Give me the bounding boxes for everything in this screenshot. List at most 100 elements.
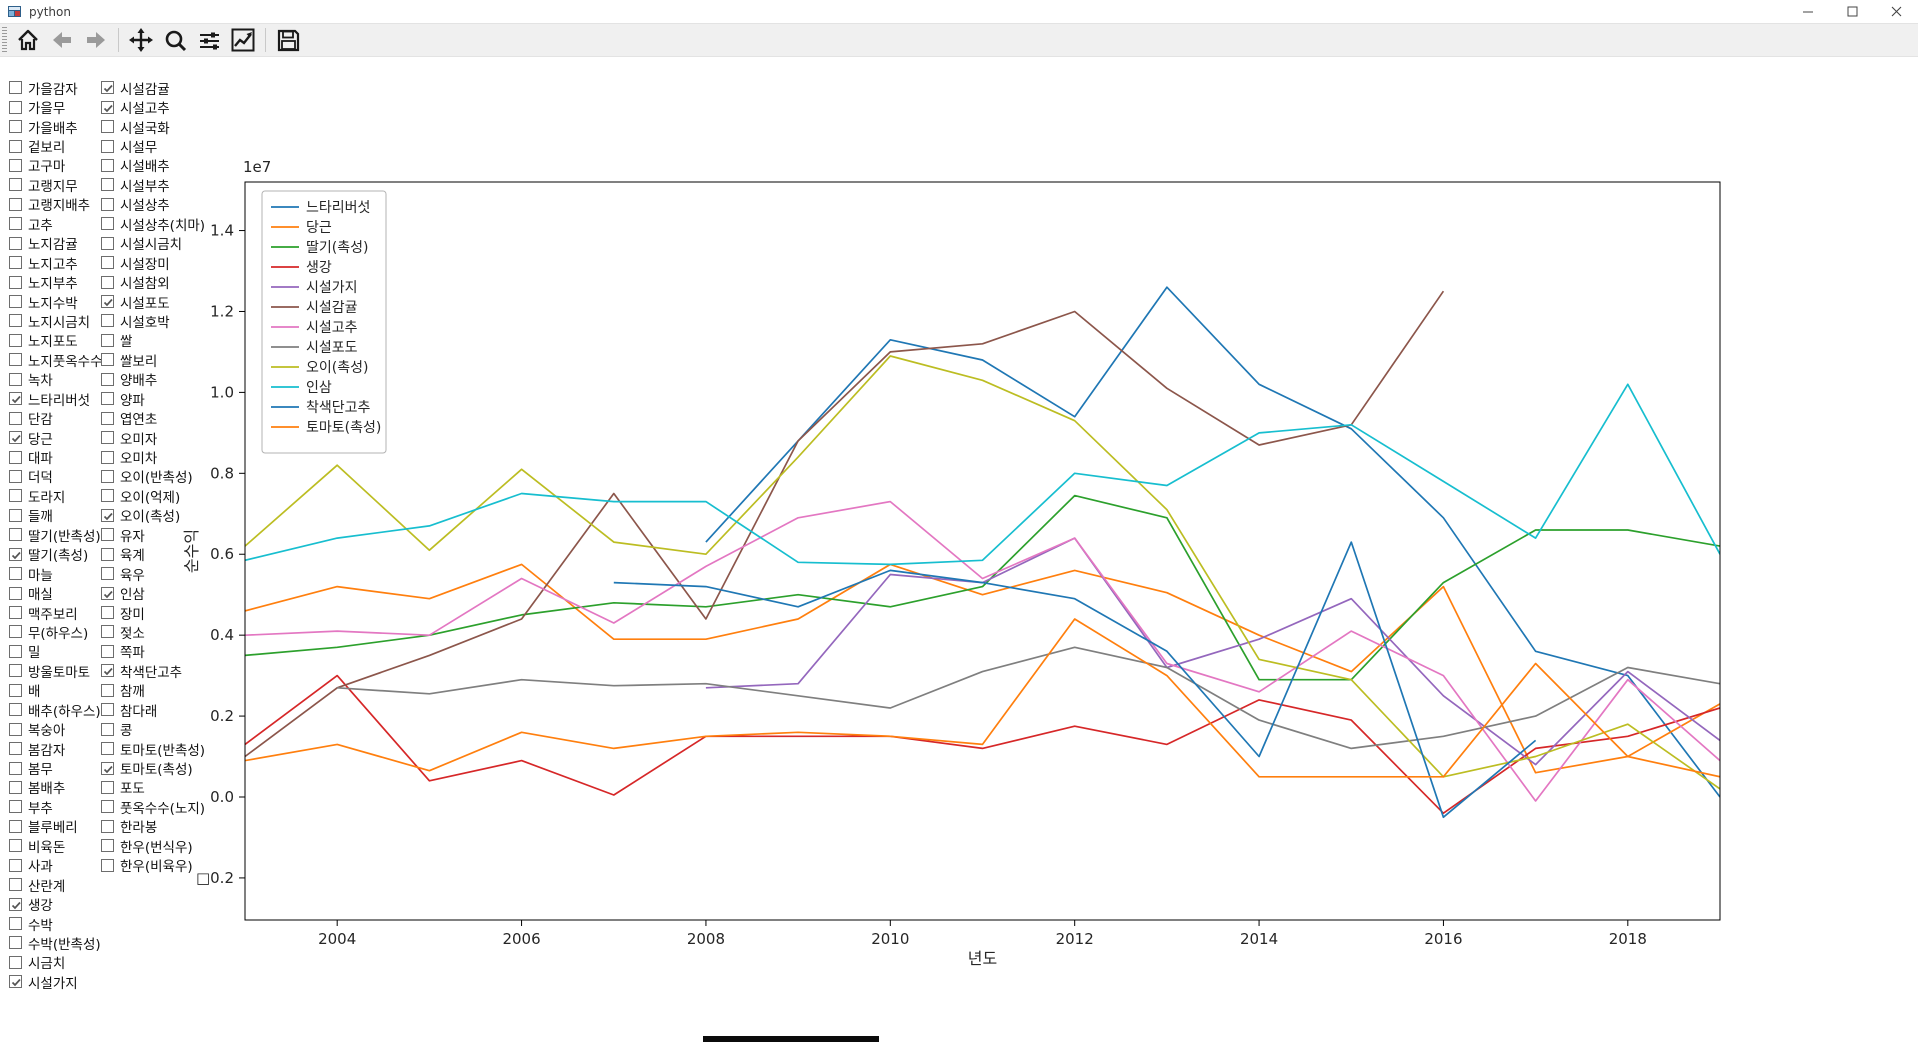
crop-checkbox-row[interactable]: 쌀보리: [101, 350, 205, 370]
crop-checkbox-row[interactable]: 참다래: [101, 700, 205, 720]
checkbox-unchecked[interactable]: [9, 178, 22, 192]
crop-checkbox-row[interactable]: 엽연초: [101, 408, 205, 428]
checkbox-unchecked[interactable]: [9, 703, 22, 717]
checkbox-checked[interactable]: [101, 761, 114, 775]
checkbox-unchecked[interactable]: [101, 800, 114, 814]
checkbox-checked[interactable]: [101, 100, 114, 114]
crop-checkbox-row[interactable]: 한라봉: [101, 817, 205, 836]
crop-checkbox-row[interactable]: 한우(번식우): [101, 836, 205, 856]
checkbox-unchecked[interactable]: [9, 917, 22, 931]
crop-checkbox-row[interactable]: 딸기(반촉성): [9, 525, 103, 545]
checkbox-unchecked[interactable]: [101, 275, 114, 289]
checkbox-unchecked[interactable]: [101, 392, 114, 406]
checkbox-unchecked[interactable]: [9, 217, 22, 231]
crop-checkbox-row[interactable]: 시설부추: [101, 175, 205, 195]
crop-checkbox-row[interactable]: 쌀: [101, 331, 205, 350]
checkbox-unchecked[interactable]: [101, 780, 114, 794]
pan-button[interactable]: [125, 25, 157, 55]
crop-checkbox-row[interactable]: 맥주보리: [9, 603, 103, 623]
crop-checkbox-row[interactable]: 노지고추: [9, 253, 103, 273]
checkbox-unchecked[interactable]: [9, 469, 22, 483]
checkbox-unchecked[interactable]: [101, 722, 114, 736]
crop-checkbox-row[interactable]: 방울토마토: [9, 661, 103, 681]
crop-checkbox-row[interactable]: 시설장미: [101, 253, 205, 273]
checkbox-unchecked[interactable]: [9, 256, 22, 270]
checkbox-checked[interactable]: [9, 431, 22, 445]
crop-checkbox-row[interactable]: 도라지: [9, 486, 103, 506]
crop-checkbox-row[interactable]: 수박(반촉성): [9, 933, 103, 953]
checkbox-checked[interactable]: [101, 81, 114, 95]
crop-checkbox-row[interactable]: 시설상추: [101, 195, 205, 214]
crop-checkbox-row[interactable]: 시설무: [101, 136, 205, 156]
crop-checkbox-row[interactable]: 고랭지배추: [9, 195, 103, 214]
checkbox-unchecked[interactable]: [101, 139, 114, 153]
checkbox-unchecked[interactable]: [101, 158, 114, 172]
checkbox-unchecked[interactable]: [9, 567, 22, 581]
checkbox-checked[interactable]: [9, 975, 22, 989]
checkbox-unchecked[interactable]: [101, 236, 114, 250]
checkbox-unchecked[interactable]: [101, 333, 114, 347]
crop-checkbox-row[interactable]: 가을감자: [9, 78, 103, 98]
checkbox-unchecked[interactable]: [9, 81, 22, 95]
maximize-button[interactable]: [1830, 0, 1874, 23]
crop-checkbox-row[interactable]: 시설시금치: [101, 234, 205, 253]
crop-checkbox-row[interactable]: 비육돈: [9, 836, 103, 856]
crop-checkbox-row[interactable]: 장미: [101, 603, 205, 623]
crop-checkbox-row[interactable]: 젖소: [101, 622, 205, 642]
checkbox-unchecked[interactable]: [9, 858, 22, 872]
crop-checkbox-row[interactable]: 시설호박: [101, 311, 205, 331]
crop-checkbox-row[interactable]: 토마토(반촉성): [101, 739, 205, 759]
checkbox-unchecked[interactable]: [9, 120, 22, 134]
crop-checkbox-row[interactable]: 토마토(촉성): [101, 758, 205, 778]
checkbox-unchecked[interactable]: [101, 644, 114, 658]
crop-checkbox-row[interactable]: 시설참외: [101, 272, 205, 292]
checkbox-unchecked[interactable]: [9, 780, 22, 794]
checkbox-unchecked[interactable]: [9, 275, 22, 289]
crop-checkbox-row[interactable]: 매실: [9, 583, 103, 603]
checkbox-checked[interactable]: [9, 897, 22, 911]
checkbox-unchecked[interactable]: [101, 858, 114, 872]
crop-checkbox-row[interactable]: 시금치: [9, 953, 103, 972]
checkbox-unchecked[interactable]: [9, 878, 22, 892]
crop-checkbox-row[interactable]: 마늘: [9, 564, 103, 584]
crop-checkbox-row[interactable]: 시설배추: [101, 156, 205, 175]
crop-checkbox-row[interactable]: 고추: [9, 214, 103, 234]
crop-checkbox-row[interactable]: 육우: [101, 564, 205, 584]
checkbox-unchecked[interactable]: [101, 742, 114, 756]
crop-checkbox-row[interactable]: 산란계: [9, 875, 103, 895]
checkbox-checked[interactable]: [101, 664, 114, 678]
checkbox-unchecked[interactable]: [101, 489, 114, 503]
checkbox-unchecked[interactable]: [9, 800, 22, 814]
checkbox-unchecked[interactable]: [9, 236, 22, 250]
checkbox-unchecked[interactable]: [101, 120, 114, 134]
crop-checkbox-row[interactable]: 배추(하우스): [9, 700, 103, 720]
crop-checkbox-row[interactable]: 쪽파: [101, 642, 205, 661]
checkbox-unchecked[interactable]: [9, 100, 22, 114]
checkbox-unchecked[interactable]: [9, 936, 22, 950]
crop-checkbox-row[interactable]: 유자: [101, 525, 205, 545]
crop-checkbox-row[interactable]: 콩: [101, 719, 205, 739]
checkbox-checked[interactable]: [101, 508, 114, 522]
close-button[interactable]: [1874, 0, 1918, 23]
crop-checkbox-row[interactable]: 시설감귤: [101, 78, 205, 98]
checkbox-unchecked[interactable]: [101, 217, 114, 231]
crop-checkbox-row[interactable]: 생강: [9, 894, 103, 914]
crop-checkbox-row[interactable]: 노지감귤: [9, 234, 103, 253]
checkbox-unchecked[interactable]: [9, 683, 22, 697]
checkbox-unchecked[interactable]: [101, 178, 114, 192]
crop-checkbox-row[interactable]: 더덕: [9, 467, 103, 486]
crop-checkbox-row[interactable]: 수박: [9, 914, 103, 934]
crop-checkbox-row[interactable]: 녹차: [9, 370, 103, 389]
checkbox-unchecked[interactable]: [9, 158, 22, 172]
crop-checkbox-row[interactable]: 시설고추: [101, 97, 205, 117]
checkbox-unchecked[interactable]: [9, 839, 22, 853]
subplots-button[interactable]: [193, 25, 225, 55]
crop-checkbox-row[interactable]: 봄감자: [9, 739, 103, 759]
crop-checkbox-row[interactable]: 배: [9, 681, 103, 700]
crop-checkbox-row[interactable]: 블루베리: [9, 817, 103, 836]
checkbox-unchecked[interactable]: [9, 411, 22, 425]
checkbox-unchecked[interactable]: [9, 606, 22, 620]
crop-checkbox-row[interactable]: 양파: [101, 389, 205, 409]
crop-checkbox-row[interactable]: 오미차: [101, 447, 205, 467]
crop-checkbox-row[interactable]: 오이(촉성): [101, 506, 205, 525]
